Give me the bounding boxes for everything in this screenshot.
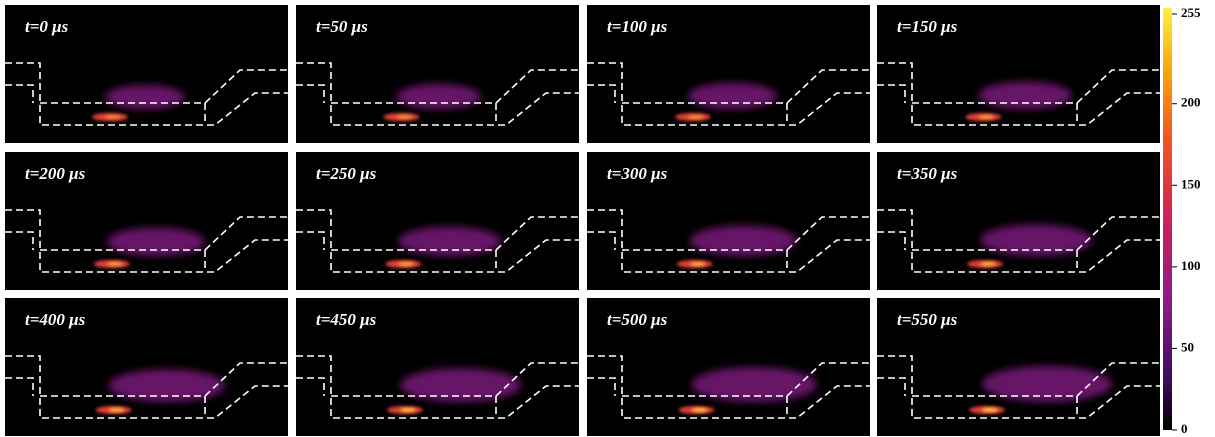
panel-label: t=250 μs [316,164,377,183]
plasma-cloud [980,224,1092,256]
colorbar [1163,8,1172,430]
panel: t=50 μs [296,5,579,143]
panel: t=0 μs [5,5,288,143]
plasma-cloud [400,368,521,402]
colorbar-tick-label: 100 [1181,258,1201,273]
plasma-cloud [396,84,481,109]
colorbar-tick-label: 255 [1181,5,1201,20]
colorbar-tick-label: 0 [1181,421,1188,436]
colorbar-tick-label: 200 [1181,95,1201,110]
panel-label: t=300 μs [607,164,668,183]
plasma-cloud [105,85,185,109]
panel: t=150 μs [877,5,1160,143]
plasma-cloud [109,369,225,402]
plasma-hot [692,408,708,412]
colorbar-tick-label: 150 [1181,176,1201,191]
plasma-cloud [978,82,1072,109]
panel: t=450 μs [296,298,579,436]
plasma-cloud [690,225,797,256]
plasma-hot [978,115,994,119]
panel: t=500 μs [587,298,870,436]
plasma-hot [982,408,998,412]
panel-label: t=200 μs [25,164,86,183]
panel-label: t=0 μs [25,17,69,36]
panel-label: t=100 μs [607,17,668,36]
plasma-cloud [688,83,777,109]
plasma-cloud [398,227,501,256]
panel-label: t=150 μs [897,17,958,36]
panel: t=400 μs [5,298,288,436]
plasma-hot [105,115,121,119]
panel-label: t=400 μs [25,310,86,329]
plasma-hot [980,262,996,266]
panel-label: t=500 μs [607,310,668,329]
plasma-hot [107,262,123,266]
plasma-hot [688,115,704,119]
figure: t=0 μs t=50 μs t=100 μs t=150 μs t=200 μs t=2… [0,0,1215,437]
panel-label: t=50 μs [316,17,368,36]
plasma-hot [398,262,414,266]
panel-label: t=550 μs [897,310,958,329]
panel: t=300 μs [587,152,870,290]
panel-label: t=450 μs [316,310,377,329]
panel: t=200 μs [5,152,288,290]
panel-label: t=350 μs [897,164,958,183]
plasma-hot [690,262,706,266]
plasma-hot [396,115,412,119]
panel: t=350 μs [877,152,1160,290]
panel: t=550 μs [877,298,1160,436]
panel: t=100 μs [587,5,870,143]
colorbar-tick-label: 50 [1181,339,1194,354]
plasma-hot [400,408,416,412]
plasma-hot [109,408,125,412]
plasma-cloud [107,228,205,256]
panel: t=250 μs [296,152,579,290]
